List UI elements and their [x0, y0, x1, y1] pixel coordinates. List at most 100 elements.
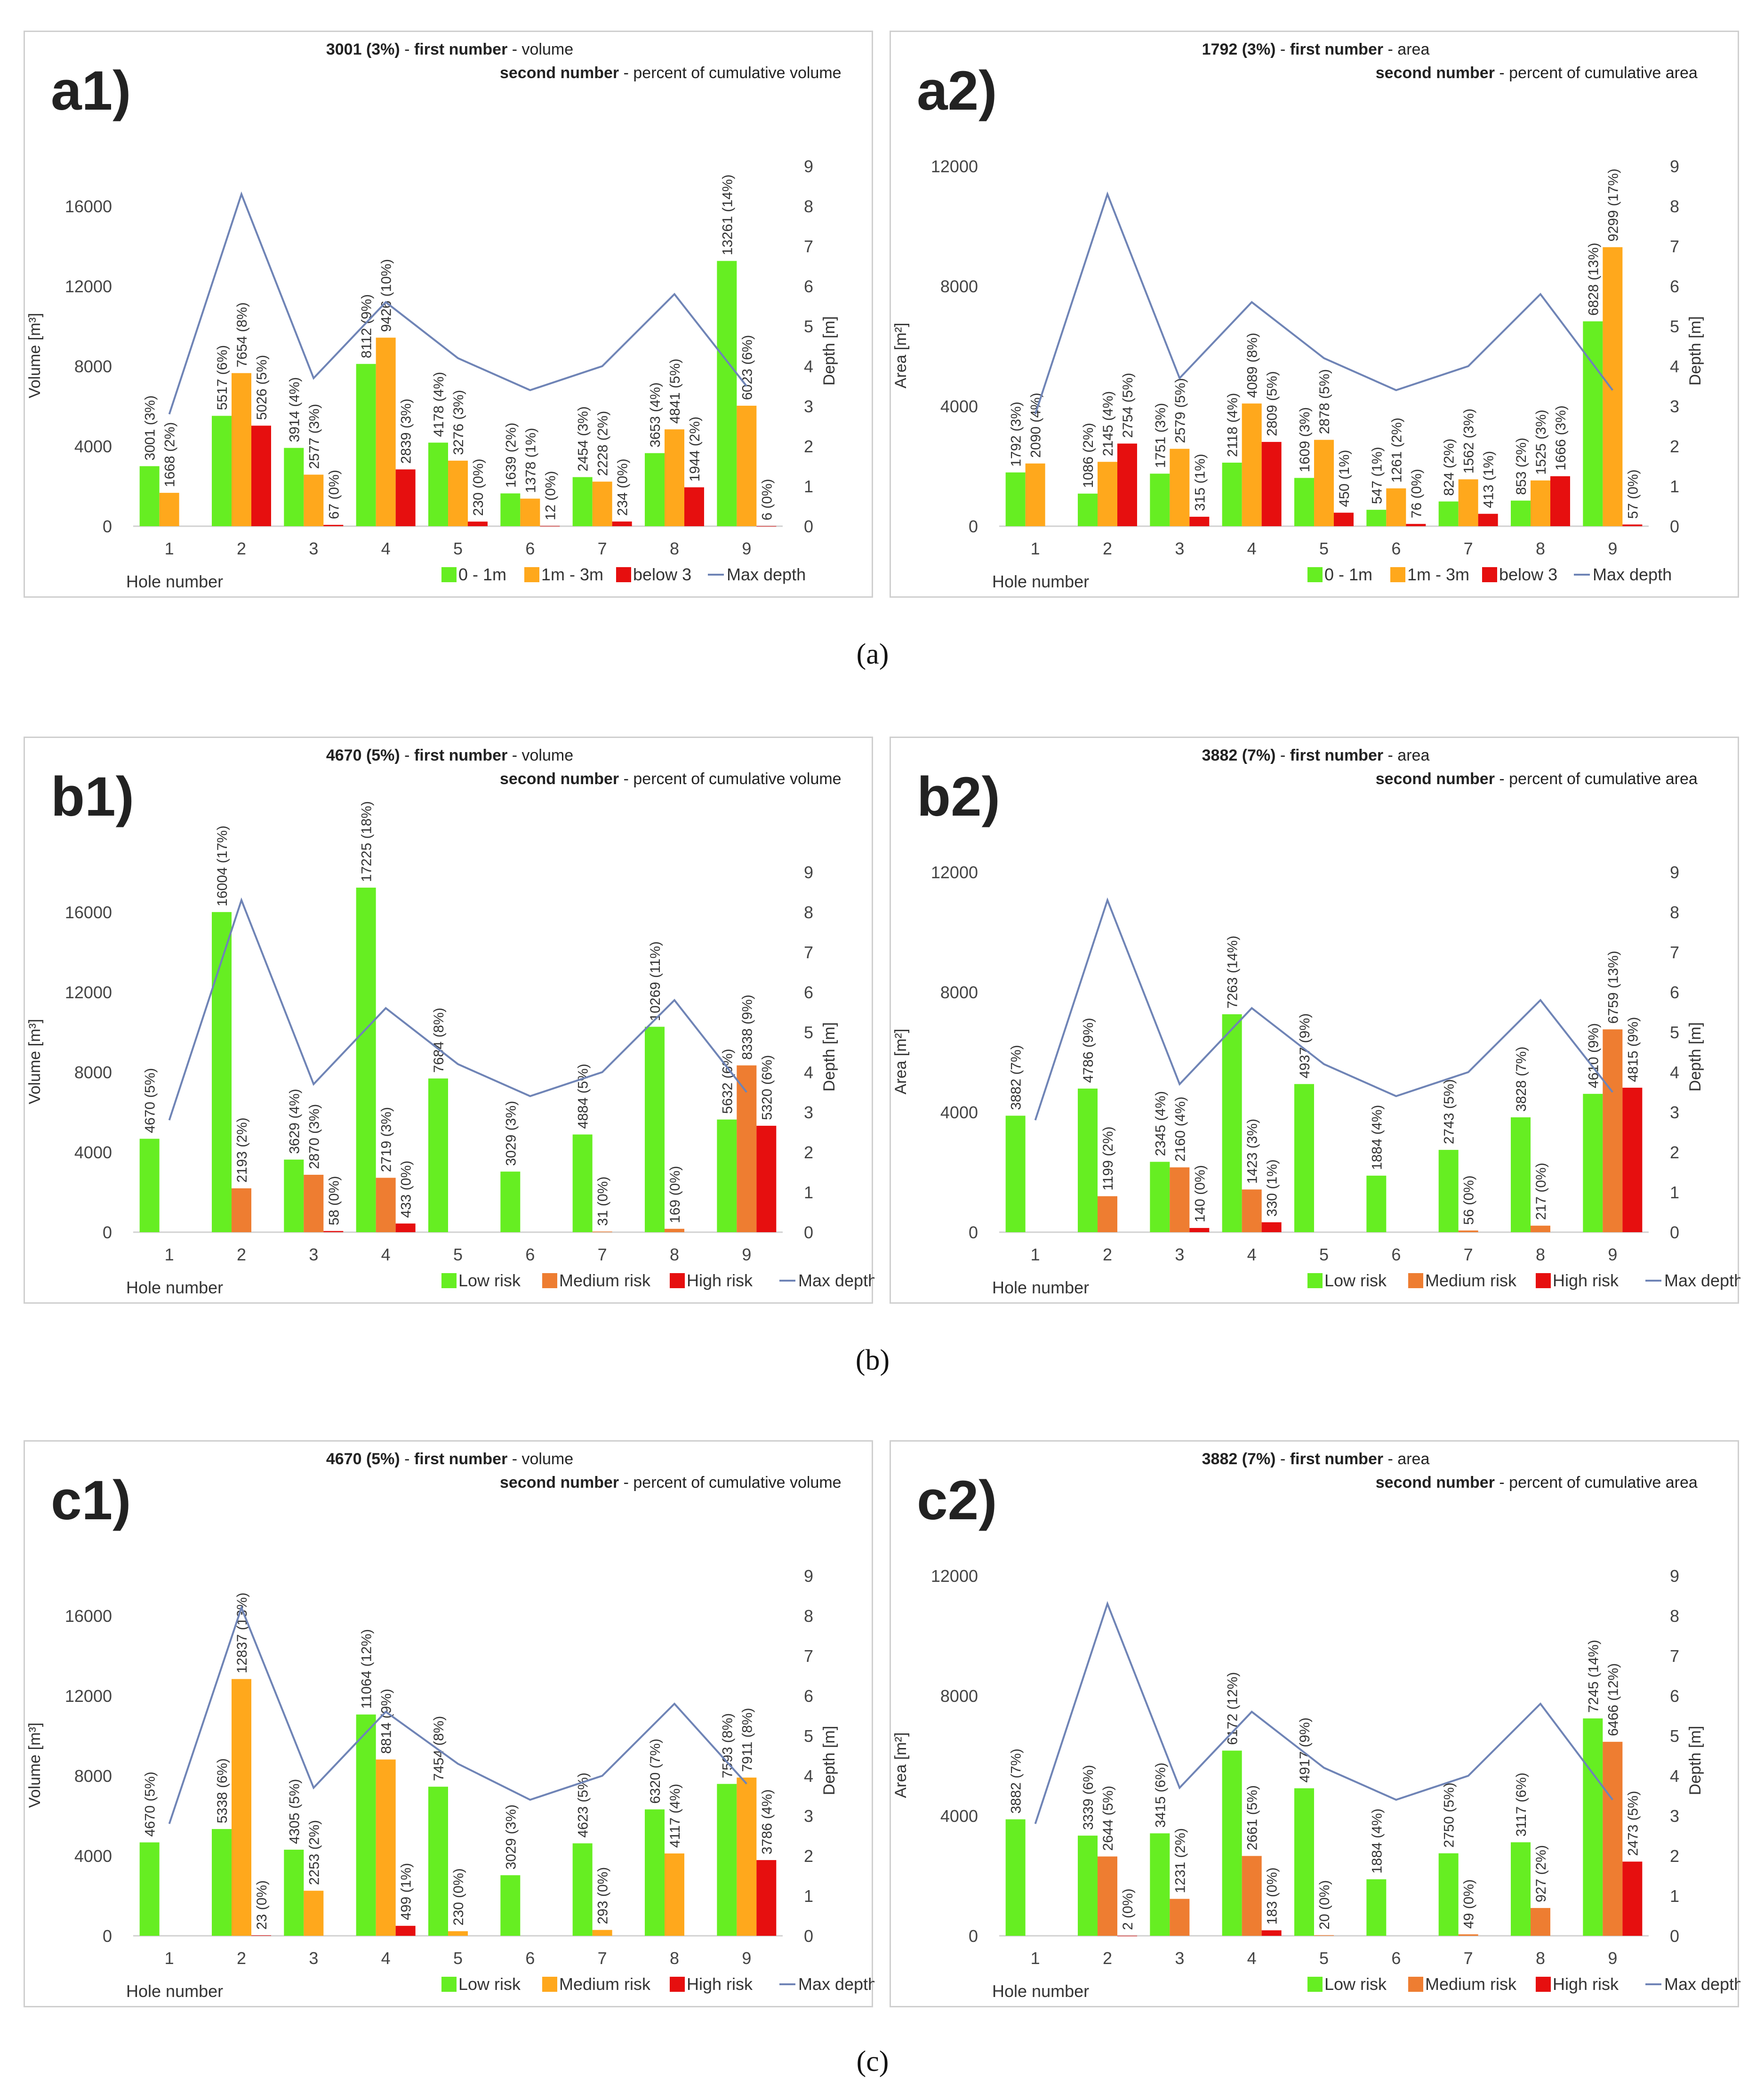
x-tick-label: 9	[1608, 1949, 1617, 1968]
bar-low-risk	[1583, 1094, 1603, 1232]
y2-tick-label: 7	[1670, 237, 1679, 256]
y-tick-label: 4000	[74, 1143, 112, 1162]
header-desc-1: - area	[1383, 1450, 1429, 1468]
data-label: 12 (0%)	[543, 471, 558, 520]
bar-high-risk	[323, 1231, 344, 1232]
y-tick-label: 12000	[931, 1566, 978, 1586]
header-line-2: second number - percent of cumulative vo…	[500, 770, 842, 788]
x-tick-label: 5	[453, 1949, 463, 1968]
data-label: 169 (0%)	[667, 1166, 683, 1223]
y2-tick-label: 8	[804, 197, 813, 216]
bar-high-risk	[1622, 1861, 1643, 1936]
header-line-1: 4670 (5%) - first number - volume	[326, 1450, 573, 1468]
x-tick-label: 6	[525, 539, 535, 558]
bar-1m-3m	[737, 406, 757, 526]
header-key-2: second number	[500, 64, 619, 82]
y2-tick-label: 4	[804, 1766, 813, 1786]
bar-below-3	[1478, 513, 1498, 526]
bar-below-3	[1550, 476, 1570, 526]
legend-swatch	[1536, 1273, 1551, 1288]
bar-low-risk	[1511, 1117, 1531, 1232]
x-tick-label: 6	[1391, 1949, 1401, 1968]
header-line-2: second number - percent of cumulative vo…	[500, 64, 842, 82]
data-label: 3339 (6%)	[1081, 1765, 1096, 1830]
data-label: 4305 (5%)	[287, 1779, 302, 1844]
legend-label: High risk	[687, 1271, 753, 1290]
data-label: 1668 (2%)	[162, 422, 178, 487]
panel-label: a1)	[51, 60, 131, 122]
data-label: 927 (2%)	[1533, 1845, 1549, 1902]
legend-label: Max depth	[798, 1974, 874, 1994]
data-label: 2 (0%)	[1120, 1889, 1136, 1930]
y2-tick-label: 5	[1670, 317, 1679, 336]
data-label: 49 (0%)	[1461, 1879, 1477, 1929]
y-tick-label: 8000	[74, 357, 112, 376]
data-label: 2719 (3%)	[379, 1107, 394, 1172]
bar-low-risk	[1511, 1842, 1531, 1936]
data-label: 7454 (8%)	[431, 1716, 447, 1781]
header-line-1: 3882 (7%) - first number - area	[1202, 1450, 1430, 1468]
data-label: 31 (0%)	[595, 1177, 611, 1226]
bar-low-risk	[1583, 1718, 1603, 1936]
chart-a2: 1792 (3%) - first number - area second nu…	[892, 40, 1704, 591]
header-line-1: 3882 (7%) - first number - area	[1202, 746, 1430, 764]
y2-tick-label: 6	[804, 983, 813, 1002]
data-label: 2228 (2%)	[595, 411, 611, 476]
y-axis-title: Area [m²]	[892, 323, 910, 389]
y-tick-label: 8000	[74, 1766, 112, 1786]
bar-high-risk	[756, 1860, 777, 1936]
bar-0-1m	[139, 466, 160, 526]
y2-tick-label: 9	[804, 1566, 813, 1586]
x-tick-label: 3	[1175, 1245, 1184, 1264]
bar-low-risk	[212, 1829, 232, 1936]
bar-low-risk	[356, 887, 376, 1232]
bar-1m-3m	[1531, 480, 1550, 526]
data-label: 1751 (3%)	[1153, 403, 1168, 468]
y-tick-label: 12000	[65, 277, 112, 296]
header-value: 3001 (3%)	[326, 40, 400, 58]
y2-tick-label: 3	[1670, 1806, 1679, 1826]
x-axis-title: Hole number	[126, 1981, 223, 2001]
bar-low-risk	[1222, 1750, 1242, 1936]
header-desc-2: - percent of cumulative area	[1495, 1474, 1698, 1492]
bar-high-risk	[395, 1925, 416, 1936]
bar-medium-risk	[448, 1931, 468, 1936]
bar-1m-3m	[304, 474, 324, 526]
data-label: 6828 (13%)	[1586, 243, 1601, 316]
header-desc-1: - volume	[507, 1450, 573, 1468]
bar-high-risk	[251, 1935, 271, 1936]
header-line-2: second number - percent of cumulative ar…	[1376, 770, 1698, 788]
bar-low-risk	[428, 1078, 448, 1232]
bar-low-risk	[1150, 1162, 1170, 1232]
bar-1m-3m	[1098, 462, 1117, 526]
data-label: 4670 (5%)	[143, 1772, 158, 1836]
header-key-1: first number	[1290, 40, 1383, 58]
bar-1m-3m	[232, 373, 251, 526]
legend-swatch	[670, 1273, 685, 1288]
bar-0-1m	[1366, 510, 1387, 526]
x-tick-label: 7	[598, 539, 607, 558]
data-label: 9299 (17%)	[1605, 168, 1621, 241]
x-tick-label: 3	[309, 539, 318, 558]
y2-tick-label: 2	[1670, 1846, 1679, 1866]
bar-low-risk	[284, 1159, 304, 1232]
data-label: 2454 (3%)	[576, 406, 591, 471]
header-line-1: 1792 (3%) - first number - area	[1202, 40, 1430, 58]
bar-1m-3m	[1603, 247, 1623, 526]
data-label: 56 (0%)	[1461, 1175, 1477, 1225]
y-tick-label: 12000	[931, 863, 978, 882]
bar-below-3	[1189, 516, 1210, 526]
data-label: 2878 (5%)	[1317, 369, 1332, 434]
x-tick-label: 4	[1247, 1245, 1257, 1264]
chart-b1: 4670 (5%) - first number - volume second …	[26, 746, 874, 1297]
legend-swatch	[1536, 1977, 1551, 1992]
data-label: 1944 (2%)	[687, 417, 703, 481]
bar-medium-risk	[1603, 1029, 1623, 1232]
header-value: 4670 (5%)	[326, 1450, 400, 1468]
caption-a: (a)	[856, 638, 889, 670]
data-label: 1609 (3%)	[1297, 407, 1313, 472]
data-label: 3029 (3%)	[503, 1101, 519, 1166]
legend-label: High risk	[687, 1974, 753, 1994]
data-label: 2193 (2%)	[234, 1117, 250, 1182]
y2-tick-label: 8	[1670, 197, 1679, 216]
